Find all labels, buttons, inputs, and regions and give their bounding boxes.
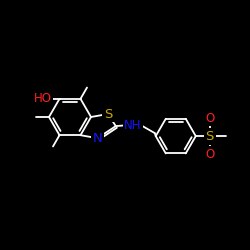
Text: O: O: [205, 148, 214, 160]
Text: S: S: [104, 108, 112, 120]
Text: N: N: [92, 132, 102, 145]
Text: O: O: [205, 112, 214, 124]
Text: N: N: [92, 132, 102, 145]
Text: NH: NH: [124, 118, 142, 132]
Text: HO: HO: [34, 92, 52, 105]
Text: S: S: [104, 108, 112, 120]
Text: NH: NH: [124, 118, 142, 132]
Text: S: S: [206, 130, 214, 142]
Text: HO: HO: [34, 92, 52, 105]
Text: S: S: [206, 130, 214, 142]
Text: O: O: [205, 148, 214, 160]
Text: O: O: [205, 112, 214, 124]
